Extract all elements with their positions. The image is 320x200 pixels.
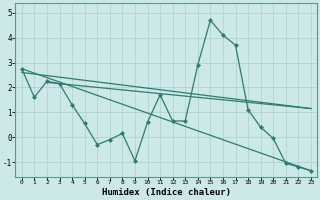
X-axis label: Humidex (Indice chaleur): Humidex (Indice chaleur) bbox=[102, 188, 231, 197]
